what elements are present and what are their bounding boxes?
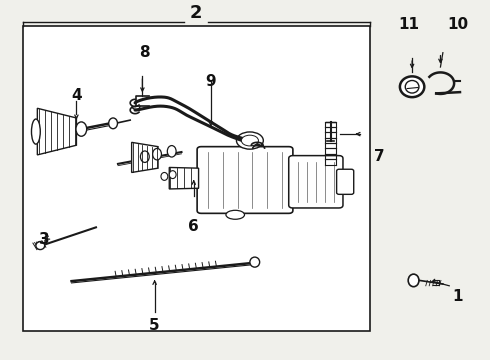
Text: 2: 2 xyxy=(190,4,202,22)
FancyBboxPatch shape xyxy=(337,169,354,194)
Text: 1: 1 xyxy=(452,289,463,304)
Text: 8: 8 xyxy=(140,45,150,60)
Ellipse shape xyxy=(36,242,45,249)
FancyBboxPatch shape xyxy=(289,156,343,208)
Ellipse shape xyxy=(161,172,168,180)
Ellipse shape xyxy=(109,118,118,129)
Text: 9: 9 xyxy=(205,74,216,89)
FancyBboxPatch shape xyxy=(197,147,293,213)
Text: 7: 7 xyxy=(374,149,385,164)
Polygon shape xyxy=(169,167,198,189)
Ellipse shape xyxy=(237,132,263,149)
Text: 5: 5 xyxy=(149,318,160,333)
Ellipse shape xyxy=(250,257,260,267)
Ellipse shape xyxy=(408,274,419,287)
Polygon shape xyxy=(132,142,158,172)
Ellipse shape xyxy=(400,76,424,97)
Text: 6: 6 xyxy=(188,219,199,234)
Text: 11: 11 xyxy=(398,17,419,32)
Ellipse shape xyxy=(153,148,161,160)
Text: 3: 3 xyxy=(39,232,50,247)
Ellipse shape xyxy=(405,81,419,93)
Text: 10: 10 xyxy=(447,17,468,32)
Ellipse shape xyxy=(169,171,176,179)
Ellipse shape xyxy=(141,151,149,162)
Ellipse shape xyxy=(226,210,245,219)
Ellipse shape xyxy=(31,119,40,144)
Polygon shape xyxy=(37,108,76,155)
Ellipse shape xyxy=(242,135,258,146)
Ellipse shape xyxy=(76,122,87,136)
Ellipse shape xyxy=(167,145,176,157)
Text: 4: 4 xyxy=(71,88,82,103)
Bar xyxy=(23,26,369,330)
